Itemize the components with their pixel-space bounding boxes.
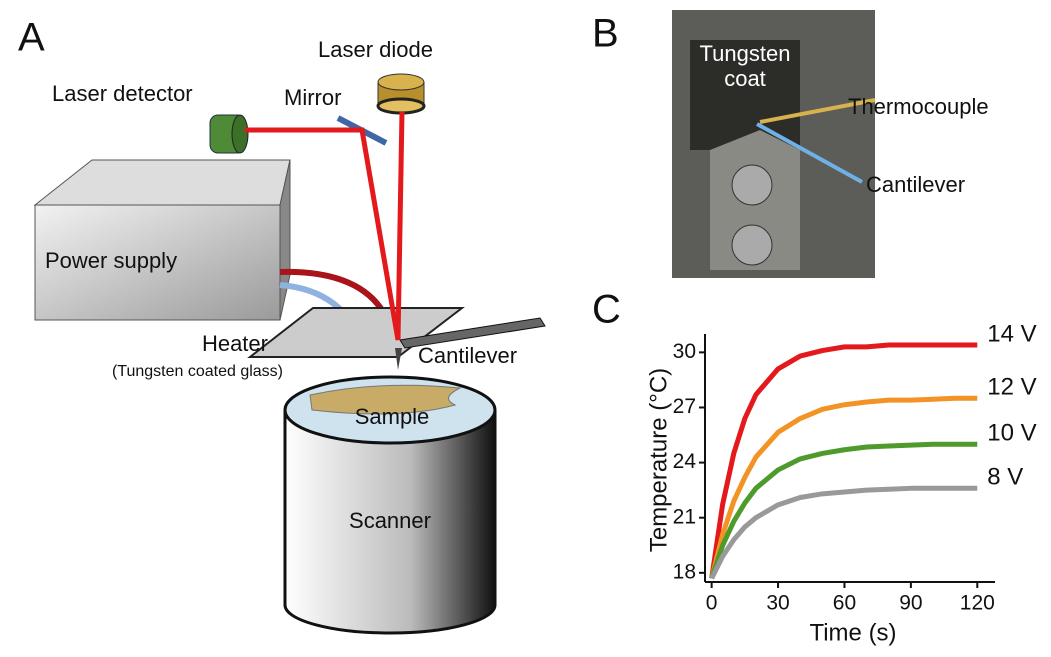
x-tick-label: 120 — [960, 592, 995, 615]
y-tick-label: 24 — [673, 450, 697, 473]
panel-label: A — [18, 16, 45, 60]
label: Scanner — [349, 508, 431, 533]
figure: A Power supply Laser detector Laser diod… — [0, 0, 1051, 652]
y-tick-label: 18 — [673, 560, 696, 583]
series-line — [712, 488, 978, 578]
x-axis-label: Time (s) — [809, 619, 896, 646]
x-tick-label: 0 — [706, 592, 718, 615]
diode-top — [378, 74, 424, 90]
page: {"panels": { "a": {"label": "A", "laser_… — [0, 0, 1051, 657]
panel-c: C Time (s) Temperature (°C) 18 21 24 27 30 0 3… — [592, 288, 1037, 647]
label: Thermocouple — [848, 94, 989, 119]
y-axis-label: Temperature (°C) — [645, 368, 672, 552]
label: Heater — [202, 331, 268, 356]
y-tick-label: 21 — [673, 505, 696, 528]
panel-label: B — [592, 12, 619, 56]
panel-b: B Tungsten coat Thermocouple Cantilever — [592, 10, 989, 278]
photo-screw — [732, 165, 772, 205]
label: Cantilever — [418, 343, 517, 368]
panel-label: C — [592, 288, 621, 332]
panel-a: A Power supply Laser detector Laser diod… — [18, 16, 545, 633]
x-tick-label: 90 — [899, 592, 922, 615]
label: Sample — [355, 404, 430, 429]
x-tick-label: 30 — [766, 592, 789, 615]
series-label: 10 V — [987, 420, 1036, 447]
label: Laser diode — [318, 37, 433, 62]
label: Mirror — [284, 85, 341, 110]
series-label: 14 V — [987, 320, 1036, 347]
label: Cantilever — [866, 172, 965, 197]
label: coat — [724, 66, 766, 91]
y-tick-label: 27 — [673, 395, 696, 418]
x-tick-label: 60 — [833, 592, 856, 615]
series-label: 8 V — [987, 464, 1023, 491]
label: Tungsten — [700, 41, 791, 66]
label: Laser detector — [52, 81, 193, 106]
y-tick-label: 30 — [673, 340, 696, 363]
label: Power supply — [45, 248, 177, 273]
label: (Tungsten coated glass) — [112, 363, 283, 380]
detector-face — [232, 115, 248, 153]
photo-screw — [732, 225, 772, 265]
series-label: 12 V — [987, 374, 1036, 401]
diode-lens — [378, 99, 424, 113]
box-top — [35, 160, 290, 205]
tip — [395, 348, 402, 370]
